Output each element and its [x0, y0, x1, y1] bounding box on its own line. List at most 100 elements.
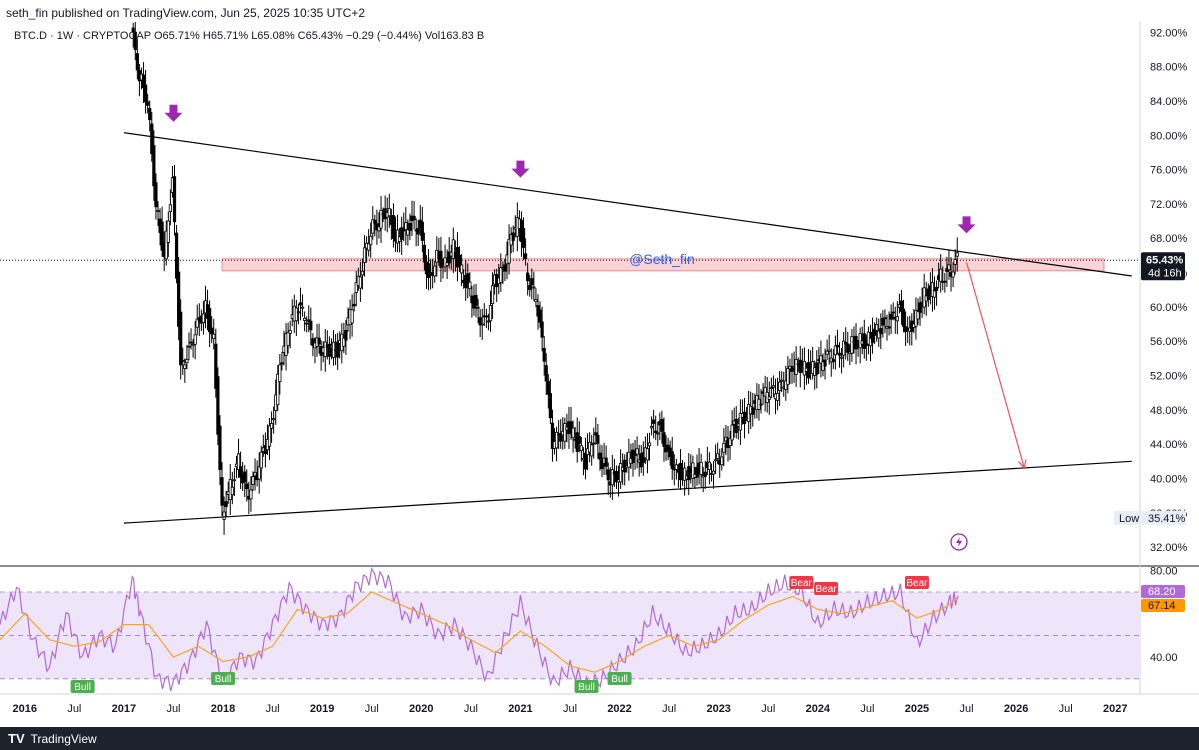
candle-body [875, 323, 879, 331]
candle-body [191, 343, 195, 346]
candle-body [174, 232, 179, 279]
candle-body [951, 271, 955, 278]
candle-body [666, 444, 670, 450]
rsi-ma-tag [1141, 598, 1185, 612]
candle-body [526, 272, 530, 282]
chart-canvas[interactable]: 92.00% 88.00% 84.00% 80.00% 76.00% 72.00% 68.0… [0, 22, 1199, 727]
candle-body [416, 228, 420, 235]
candle-body [146, 101, 150, 106]
candle-body [953, 259, 957, 265]
candle-body [703, 471, 707, 477]
candle-body [662, 432, 666, 447]
price-panel[interactable]: 92.00% 88.00% 84.00% 80.00% 76.00% 72.00% 68.0… [0, 22, 1199, 694]
candle-body [645, 448, 650, 461]
projection-arrow-line[interactable] [965, 262, 1025, 469]
lower-trendline[interactable] [123, 460, 1132, 524]
candle-body [230, 486, 234, 496]
price-tick-label: 52.00% [1150, 371, 1188, 383]
last-price-tag [1141, 252, 1185, 281]
candle-body [307, 319, 311, 322]
time-axis[interactable]: 2016 Jul 2017 Jul 2018 Jul 2019 Jul 2020 Jul 2021 J… [0, 693, 1199, 715]
time-tick-label: Jul [563, 703, 577, 715]
candle-body [769, 387, 773, 390]
candle-body [528, 284, 532, 291]
candle-body [889, 313, 893, 320]
price-tick-label: 84.00% [1150, 96, 1188, 108]
candle-body [635, 448, 639, 455]
time-tick-label: Jul [1059, 703, 1073, 715]
down-arrow-marker[interactable] [511, 160, 530, 178]
candle-body [212, 333, 216, 340]
candle-body [457, 254, 462, 267]
down-arrow-marker[interactable] [957, 216, 976, 234]
candle-body [563, 423, 567, 442]
candle-body [716, 453, 720, 459]
price-tick-label: 76.00% [1150, 165, 1188, 177]
candle-body [742, 411, 747, 424]
candle-body [546, 380, 550, 395]
candle-body [379, 209, 383, 229]
bear-signal-badge [814, 582, 839, 595]
candle-body [784, 380, 788, 390]
candle-body [177, 271, 181, 327]
candle-body [216, 376, 220, 435]
candle-body [238, 466, 243, 478]
candle-body [592, 442, 596, 445]
candle-body [187, 345, 191, 348]
candle-body [835, 344, 840, 348]
candle-body [790, 367, 794, 372]
down-arrow-marker[interactable] [164, 104, 183, 122]
candle-body [445, 262, 449, 266]
candle-body [300, 306, 305, 309]
candle-body [296, 311, 301, 314]
candle-body [172, 176, 177, 223]
candle-body [369, 235, 373, 246]
candle-body [827, 349, 831, 352]
candle-body [354, 282, 358, 293]
candle-body [683, 467, 687, 481]
author-watermark: @Seth_fin [629, 251, 695, 267]
last-price-label: 65.43% [1146, 254, 1184, 266]
candle-body [738, 413, 742, 431]
candle-body [678, 462, 683, 481]
candle-body [833, 345, 837, 356]
candle-body [577, 436, 581, 444]
time-tick-label: 2027 [1103, 703, 1127, 715]
candle-body [881, 318, 885, 326]
candle-body [844, 342, 848, 345]
candle-body [532, 286, 536, 289]
candle-body [303, 317, 307, 321]
candle-body [143, 84, 148, 103]
time-tick-label: Jul [67, 703, 81, 715]
candle-body [530, 278, 534, 286]
candle-body [618, 463, 623, 483]
price-tick-label: 60.00% [1150, 302, 1188, 314]
price-tick-label: 32.00% [1150, 542, 1188, 554]
price-tick-label: 92.00% [1150, 27, 1188, 39]
candle-body [245, 483, 249, 490]
time-tick-label: Jul [761, 703, 775, 715]
candle-body [544, 365, 548, 382]
time-tick-label: Jul [860, 703, 874, 715]
candle-body [220, 477, 224, 506]
candle-body [926, 288, 930, 300]
time-tick-label: Jul [266, 703, 280, 715]
candle-body [294, 307, 298, 322]
candle-body [559, 432, 563, 442]
rsi-panel[interactable]: 80.0040.00BullBullBullBullBearBearBear68… [0, 565, 1185, 693]
candle-body [594, 432, 598, 436]
candle-body [521, 228, 526, 248]
candle-body [160, 221, 164, 251]
candle-body [420, 221, 424, 241]
candle-body [916, 311, 920, 320]
candle-body [433, 265, 437, 277]
upper-trendline[interactable] [123, 132, 1132, 277]
bull-signal-badge [574, 680, 599, 693]
candle-body [185, 359, 189, 364]
time-tick-label: Jul [662, 703, 676, 715]
candle-body [695, 466, 699, 478]
rsi-ma-line[interactable] [0, 591, 959, 673]
candle-body [815, 362, 819, 375]
candle-body [798, 359, 802, 374]
candle-body [214, 343, 218, 389]
